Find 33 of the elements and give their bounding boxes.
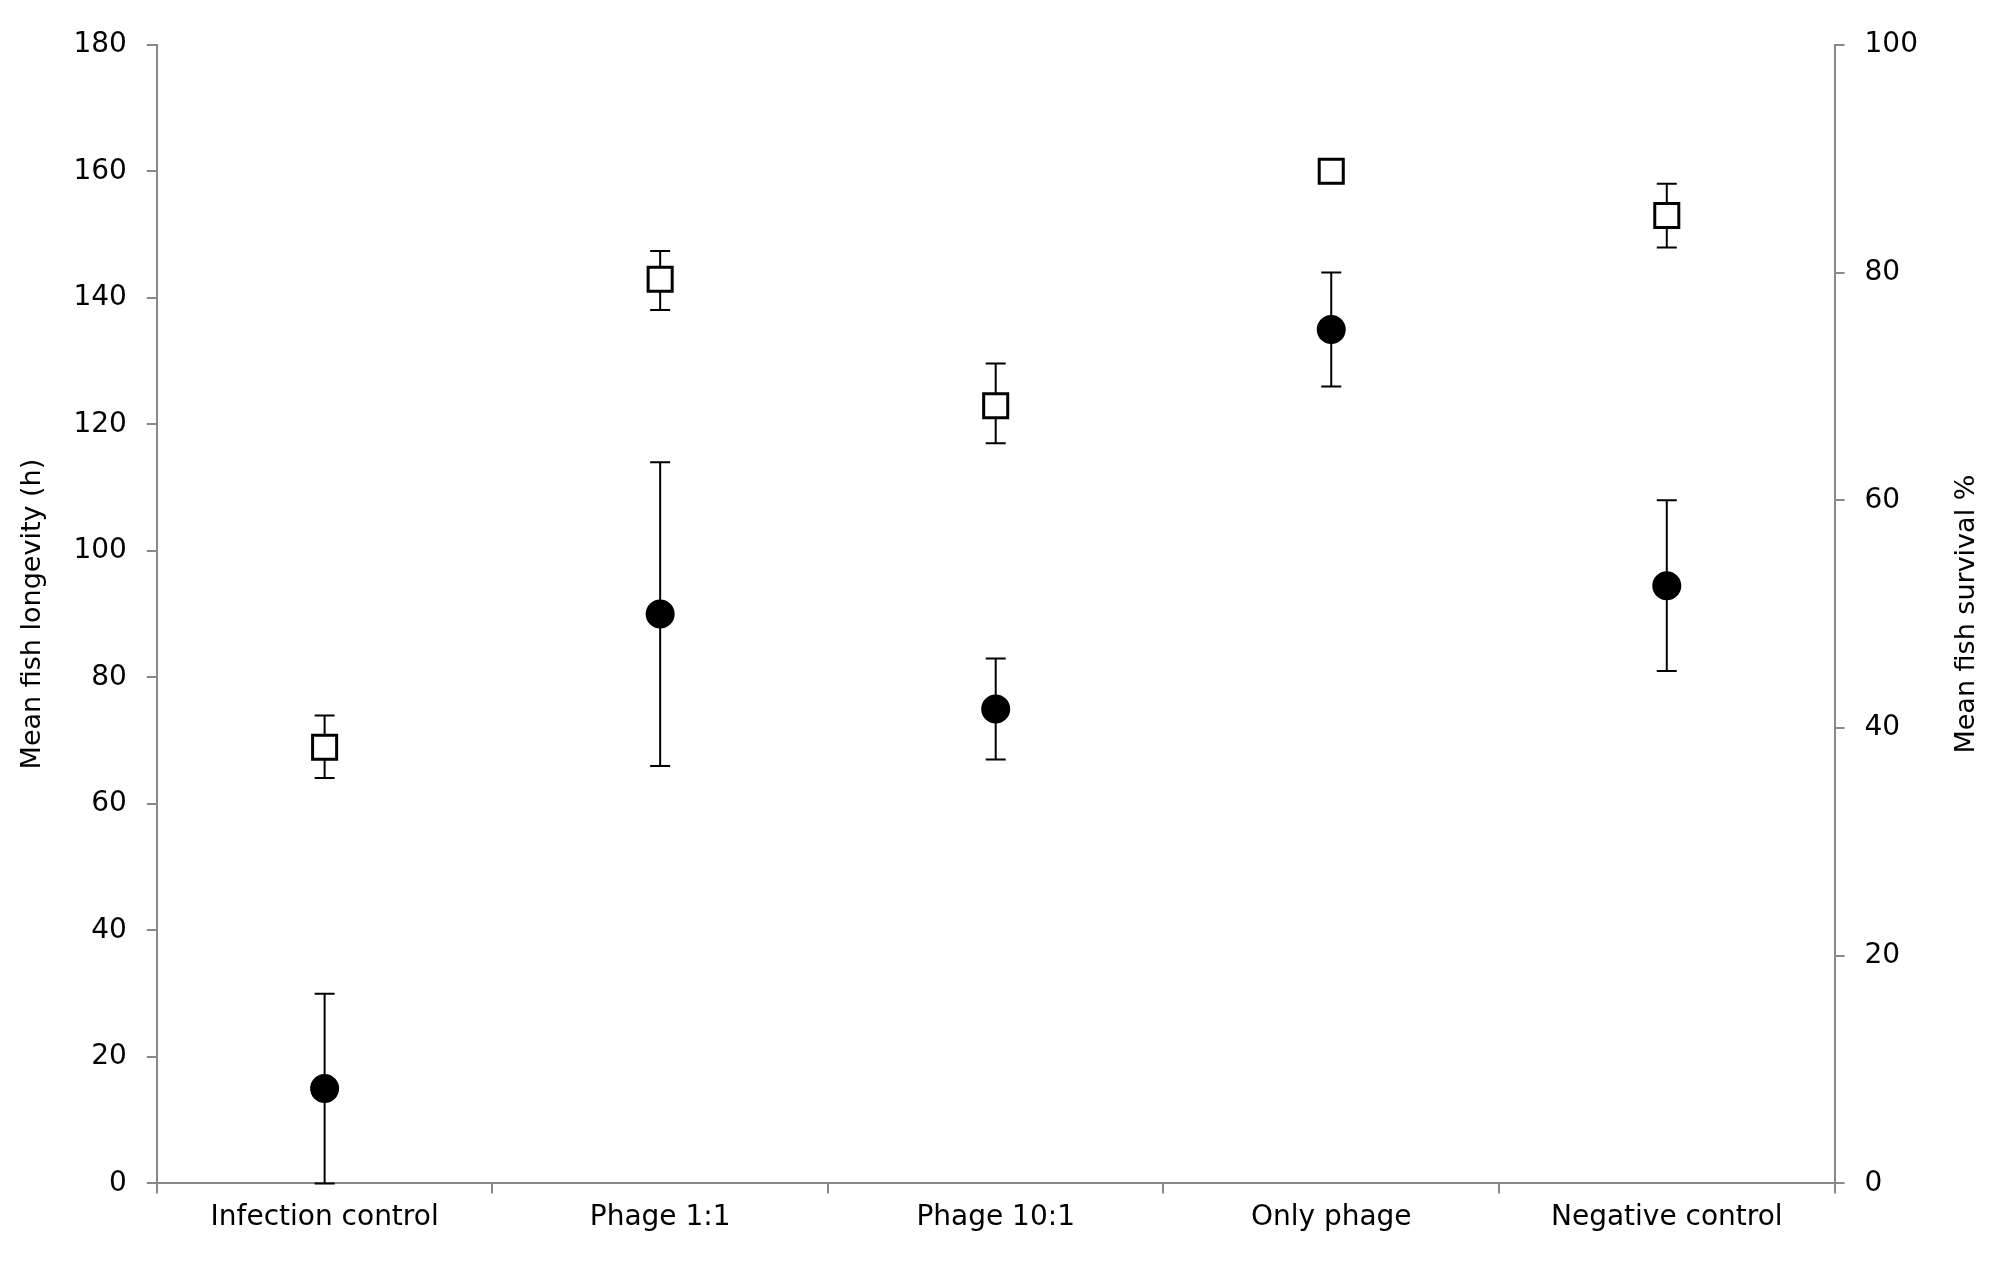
point (646, 265, 674, 293)
point (311, 733, 339, 761)
y2-tick-label: 20 (1864, 936, 1901, 970)
point (1316, 314, 1346, 344)
y-tick-label: 80 (91, 658, 127, 692)
y2-tick-label: 100 (1864, 26, 1919, 60)
point (310, 1074, 340, 1104)
y-tick-label: 120 (73, 405, 127, 439)
point (1653, 202, 1681, 230)
y2-tick-label: 60 (1864, 481, 1901, 515)
y2-tick-label: 0 (1864, 1164, 1883, 1198)
y-tick-label: 40 (91, 911, 127, 945)
x-tick-label: Phage 1:1 (589, 1199, 731, 1233)
y-tick-label: 100 (73, 532, 127, 566)
y-axis-title: Mean fish longevity (h) (15, 458, 47, 770)
y-tick-label: 140 (73, 279, 127, 313)
y-tick-label: 20 (91, 1038, 127, 1072)
x-tick-label: Infection control (210, 1199, 439, 1233)
y-tick-label: 0 (109, 1164, 127, 1198)
y-tick-label: 160 (73, 152, 127, 186)
point (981, 694, 1011, 724)
y-tick-label: 180 (73, 26, 127, 60)
y2-tick-label: 80 (1864, 253, 1901, 287)
y2-tick-label: 40 (1864, 709, 1901, 743)
point (982, 392, 1010, 420)
point (645, 599, 675, 629)
point (1317, 157, 1345, 185)
x-tick-label: Phage 10:1 (916, 1199, 1075, 1233)
y-tick-label: 60 (91, 785, 127, 819)
y2-axis-title: Mean fish survival % (1948, 474, 1980, 754)
point (1652, 571, 1682, 601)
x-tick-label: Negative control (1550, 1199, 1783, 1233)
x-tick-label: Only phage (1250, 1199, 1412, 1233)
